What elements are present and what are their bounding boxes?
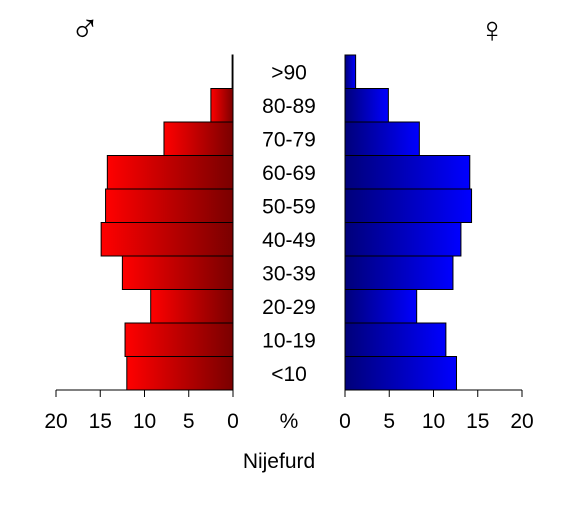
- age-label-5: 40-49: [262, 229, 316, 252]
- age-label-4: 50-59: [262, 195, 316, 218]
- male-tick-label-5: 5: [183, 410, 195, 433]
- female-bar-9: [344, 356, 458, 391]
- female-bar-2: [344, 121, 420, 156]
- male-bar-9: [126, 356, 234, 391]
- male-bar-6: [121, 255, 234, 290]
- female-bar-5: [344, 222, 462, 257]
- male-bar-0: [231, 54, 234, 89]
- female-tick-label-20: 20: [510, 410, 533, 433]
- male-bar-7: [150, 289, 234, 324]
- age-label-2: 70-79: [262, 128, 316, 151]
- female-symbol: ♀: [479, 9, 506, 50]
- female-bars: [344, 54, 473, 391]
- female-bar-6: [344, 255, 454, 290]
- age-label-3: 60-69: [262, 162, 316, 185]
- x-axis-title: Nijefurd: [243, 450, 315, 473]
- female-bar-3: [344, 155, 471, 190]
- male-tick-label-15: 15: [89, 410, 112, 433]
- female-tick-label-10: 10: [422, 410, 445, 433]
- male-tick-label-10: 10: [133, 410, 156, 433]
- age-label-9: <10: [271, 363, 307, 386]
- female-bar-1: [344, 88, 389, 123]
- male-tick-label-0: 0: [227, 410, 239, 433]
- male-bar-8: [124, 322, 234, 357]
- age-label-6: 30-39: [262, 262, 316, 285]
- female-bar-4: [344, 188, 473, 223]
- female-tick-label-5: 5: [383, 410, 395, 433]
- female-tick-label-0: 0: [339, 410, 351, 433]
- male-bars: [100, 54, 234, 391]
- age-group-labels: >90 80-89 70-79 60-69 50-59 40-49 30-39 20-29 10…: [262, 61, 316, 386]
- male-bar-3: [106, 155, 234, 190]
- age-label-7: 20-29: [262, 296, 316, 319]
- female-bar-8: [344, 322, 447, 357]
- female-tick-label-15: 15: [466, 410, 489, 433]
- age-label-1: 80-89: [262, 95, 316, 118]
- male-x-axis: 20 15 10 5 0: [44, 389, 239, 433]
- age-label-0: >90: [271, 61, 307, 84]
- female-x-axis: 20 15 10 5 0: [339, 389, 534, 433]
- percent-unit-label: %: [280, 410, 299, 433]
- male-symbol: ♂: [70, 7, 100, 51]
- male-bar-4: [105, 188, 234, 223]
- male-bar-1: [210, 88, 234, 123]
- female-bar-0: [344, 54, 357, 89]
- male-bar-5: [100, 222, 234, 257]
- male-bar-2: [163, 121, 234, 156]
- male-tick-label-20: 20: [44, 410, 67, 433]
- female-bar-7: [344, 289, 418, 324]
- age-label-8: 10-19: [262, 329, 316, 352]
